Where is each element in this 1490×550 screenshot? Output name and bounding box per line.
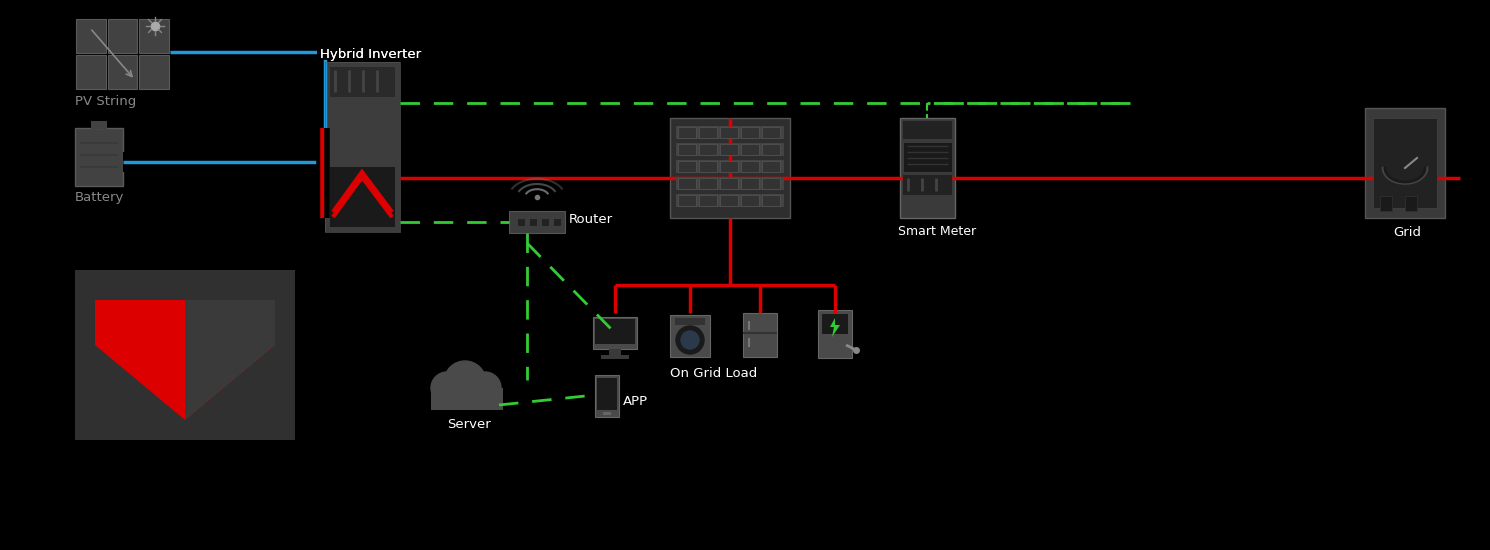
Bar [670,118,790,218]
Circle shape [469,372,501,404]
Bar [741,161,758,172]
Bar [676,177,784,190]
Bar [329,167,395,227]
Bar [822,314,848,334]
Bar [600,355,629,359]
Bar [761,127,779,138]
Polygon shape [185,300,276,420]
Circle shape [676,326,703,354]
Bar [317,44,447,60]
Bar [431,388,504,406]
Bar [170,45,325,65]
Bar [676,126,784,139]
Bar [741,127,758,138]
Bar [603,412,611,415]
Bar [678,178,696,189]
Bar [903,121,952,139]
Polygon shape [830,318,840,337]
Bar [903,175,952,195]
Text: Router: Router [569,213,612,226]
Text: On Grid Load: On Grid Load [670,367,757,380]
Bar [676,143,784,156]
Bar [74,128,124,186]
Text: Smart Meter: Smart Meter [898,225,976,238]
Bar [329,67,395,97]
Bar [720,161,738,172]
Bar [720,178,738,189]
Bar [597,378,617,410]
Text: Battery: Battery [74,191,124,204]
Bar [593,317,638,349]
Bar [609,349,621,357]
Bar [675,318,705,325]
Bar [678,144,696,155]
Bar [678,195,696,206]
Bar [720,195,738,206]
Bar [595,375,618,417]
Bar [744,313,776,357]
Bar [91,121,107,129]
Bar [900,118,955,218]
Bar [314,125,335,220]
Text: APP: APP [623,395,648,408]
Bar [699,178,717,189]
Bar [699,161,717,172]
Bar [699,195,717,206]
Bar [124,152,317,172]
Bar [761,144,779,155]
Circle shape [431,372,463,404]
Circle shape [681,331,699,349]
Bar [670,315,711,357]
Bar [720,127,738,138]
Bar [741,178,758,189]
Bar [325,62,399,232]
Bar [1405,196,1417,211]
Text: Hybrid Inverter: Hybrid Inverter [320,48,422,61]
Bar [107,19,137,53]
Bar [76,19,106,53]
Bar [553,218,562,226]
Bar [140,55,168,89]
Bar [678,161,696,172]
Bar [903,142,952,172]
Bar [74,270,295,440]
Bar [741,195,758,206]
Bar [678,127,696,138]
Bar [676,160,784,173]
Bar [761,195,779,206]
Text: Hybrid Inverter: Hybrid Inverter [320,48,422,61]
Bar [107,55,137,89]
Bar [720,144,738,155]
Bar [510,211,565,233]
Bar [541,218,548,226]
Bar [741,144,758,155]
Bar [76,55,106,89]
Bar [140,19,168,53]
Text: Grid: Grid [1393,226,1421,239]
Bar [699,127,717,138]
Bar [1380,196,1392,211]
Bar [325,62,399,232]
Bar [818,310,852,358]
Bar [431,400,504,410]
Bar [1365,108,1445,218]
Polygon shape [95,300,276,420]
Bar [676,194,784,207]
Bar [699,144,717,155]
Circle shape [444,361,486,403]
Text: PV String: PV String [74,95,136,108]
Bar [517,218,524,226]
Bar [1372,118,1436,208]
Bar [529,218,536,226]
Bar [761,161,779,172]
Text: Server: Server [447,418,490,431]
Bar [761,178,779,189]
Bar [595,319,635,344]
